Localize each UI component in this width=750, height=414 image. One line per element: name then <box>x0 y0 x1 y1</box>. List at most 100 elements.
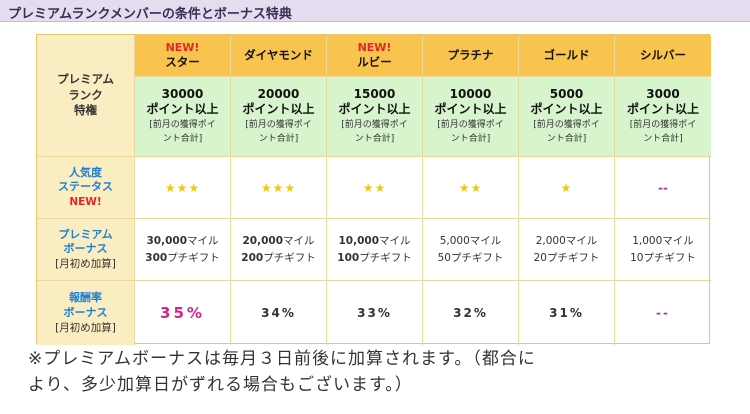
bonus-miles-unit: マイル <box>565 235 598 248</box>
rate-diamond: 34% <box>231 281 327 345</box>
bonus-gift-unit: プチギフト <box>643 251 696 264</box>
rate-value: 34% <box>261 306 296 320</box>
rate-value: 35% <box>160 304 205 322</box>
bonus-diamond: 20,000マイル 200プチギフト <box>231 219 327 281</box>
footnote-line-2: より、多少加算日がずれる場合もございます。） <box>28 375 413 395</box>
points-above: ポイント以上 <box>434 102 507 117</box>
row-label-line-2: ステータス <box>58 180 113 194</box>
new-badge: NEW! <box>357 41 392 55</box>
rank-header-star: NEW! スター <box>135 35 231 77</box>
points-note-line-1: [前月の獲得ポイ <box>245 120 312 131</box>
bonus-miles-unit: マイル <box>469 235 502 248</box>
star-rating-icon: ★★ <box>458 180 483 195</box>
points-note: [前月の獲得ポイ ント合計] <box>630 119 697 145</box>
rank-header-gold: ゴールド <box>519 35 615 77</box>
points-above: ポイント以上 <box>146 102 219 117</box>
requirement-diamond: 20000 ポイント以上 [前月の獲得ポイ ント合計] <box>231 77 327 157</box>
bonus-gift-unit: プチギフト <box>546 251 600 264</box>
requirement-silver: 3000 ポイント以上 [前月の獲得ポイ ント合計] <box>615 77 711 157</box>
requirement-gold: 5000 ポイント以上 [前月の獲得ポイ ント合計] <box>519 77 615 157</box>
bonus-gift-value: 20 <box>533 251 547 264</box>
rank-header-ruby: NEW! ルビー <box>327 35 423 77</box>
bonus-gift-value: 10 <box>630 251 644 264</box>
row-label-premium-bonus: プレミアム ボーナス [月初め加算] <box>37 219 135 281</box>
popularity-platinum: ★★ <box>423 157 519 219</box>
row-label-line-2: ボーナス <box>63 242 108 256</box>
bonus-miles-unit: マイル <box>379 235 411 248</box>
points-above: ポイント以上 <box>338 102 411 117</box>
points-threshold: 10000 <box>449 87 492 102</box>
points-threshold: 20000 <box>257 87 300 102</box>
points-above: ポイント以上 <box>242 102 315 117</box>
rank-name: ゴールド <box>543 48 590 63</box>
star-rating-icon: ★★ <box>362 180 387 195</box>
requirement-platinum: 10000 ポイント以上 [前月の獲得ポイ ント合計] <box>423 77 519 157</box>
page-header: プレミアムランクメンバーの条件とボーナス特典 <box>0 0 750 22</box>
rate-value: 33% <box>357 306 392 320</box>
points-note-line-1: [前月の獲得ポイ <box>437 120 504 131</box>
star-rating-icon: ★★★ <box>164 180 201 195</box>
bonus-gift-unit: プチギフト <box>167 251 220 264</box>
points-note-line-1: [前月の獲得ポイ <box>533 120 600 131</box>
points-threshold: 5000 <box>549 87 584 102</box>
bonus-silver: 1,000マイル 10プチギフト <box>615 219 711 281</box>
bonus-miles-value: 5,000 <box>439 235 470 248</box>
points-note: [前月の獲得ポイ ント合計] <box>533 119 600 145</box>
points-note: [前月の獲得ポイ ント合計] <box>245 119 312 145</box>
rate-value: 31% <box>549 306 584 320</box>
bonus-star: 30,000マイル 300プチギフト <box>135 219 231 281</box>
bonus-gift: 50プチギフト <box>438 250 504 266</box>
points-note-line-2: ント合計] <box>354 133 395 144</box>
bonus-gift: 20プチギフト <box>534 250 600 266</box>
bonus-gift: 200プチギフト <box>241 250 315 266</box>
requirement-star: 30000 ポイント以上 [前月の獲得ポイ ント合計] <box>135 77 231 157</box>
bonus-miles: 1,000マイル <box>632 233 694 249</box>
bonus-gift: 10プチギフト <box>630 250 696 266</box>
bonus-miles-value: 1,000 <box>632 235 663 248</box>
rate-silver: -- <box>615 281 711 345</box>
bonus-gift-unit: プチギフト <box>359 251 412 264</box>
points-above: ポイント以上 <box>530 102 603 117</box>
rank-header-silver: シルバー <box>615 35 711 77</box>
bonus-miles-unit: マイル <box>187 235 219 248</box>
rank-name: ダイヤモンド <box>244 48 313 63</box>
points-note-line-2: ント合計] <box>450 133 491 144</box>
bonus-gift-unit: プチギフト <box>263 251 316 264</box>
bonus-miles: 5,000マイル <box>440 233 502 249</box>
popularity-ruby: ★★ <box>327 157 423 219</box>
bonus-gift-value: 300 <box>145 251 168 264</box>
bonus-gold: 2,000マイル 20プチギフト <box>519 219 615 281</box>
rank-header-diamond: ダイヤモンド <box>231 35 327 77</box>
corner-line-1: プレミアム <box>57 72 114 87</box>
points-note-line-2: ント合計] <box>643 133 683 144</box>
no-rating-dash: -- <box>658 180 668 195</box>
row-label-line-1: 人気度 <box>69 165 102 179</box>
page-title: プレミアムランクメンバーの条件とボーナス特典 <box>8 7 292 22</box>
row-label-line-1: プレミアム <box>58 227 113 241</box>
points-note: [前月の獲得ポイ ント合計] <box>437 119 504 145</box>
bonus-gift-unit: プチギフト <box>450 251 504 264</box>
bonus-platinum: 5,000マイル 50プチギフト <box>423 219 519 281</box>
premium-rank-table: プレミアム ランク 特権 NEW! スター ダイヤモンド NEW! ルビー プラ… <box>36 34 711 345</box>
bonus-miles: 10,000マイル <box>338 233 410 249</box>
bonus-ruby: 10,000マイル 100プチギフト <box>327 219 423 281</box>
bonus-gift: 300プチギフト <box>145 250 219 266</box>
row-label-sub: [月初め加算] <box>55 321 116 334</box>
no-rate-dash: -- <box>656 306 670 320</box>
bonus-gift-value: 200 <box>241 251 264 264</box>
bonus-gift-value: 100 <box>337 251 360 264</box>
rate-value: 32% <box>453 306 488 320</box>
footnote: ※プレミアムボーナスは毎月３日前後に加算されます。（都合に より、多少加算日がず… <box>28 346 728 398</box>
points-note-line-2: ント合計] <box>258 133 299 144</box>
points-above: ポイント以上 <box>626 102 699 117</box>
bonus-miles-value: 30,000 <box>146 235 188 248</box>
bonus-miles-value: 2,000 <box>535 235 566 248</box>
new-badge: NEW! <box>69 196 102 209</box>
rate-platinum: 32% <box>423 281 519 345</box>
points-note: [前月の獲得ポイ ント合計] <box>341 119 408 145</box>
points-note-line-2: ント合計] <box>546 133 587 144</box>
rank-name: プラチナ <box>447 48 494 63</box>
row-label-line-2: ボーナス <box>63 305 108 319</box>
bonus-miles-value: 10,000 <box>338 235 380 248</box>
corner-line-3: 特権 <box>74 103 97 118</box>
